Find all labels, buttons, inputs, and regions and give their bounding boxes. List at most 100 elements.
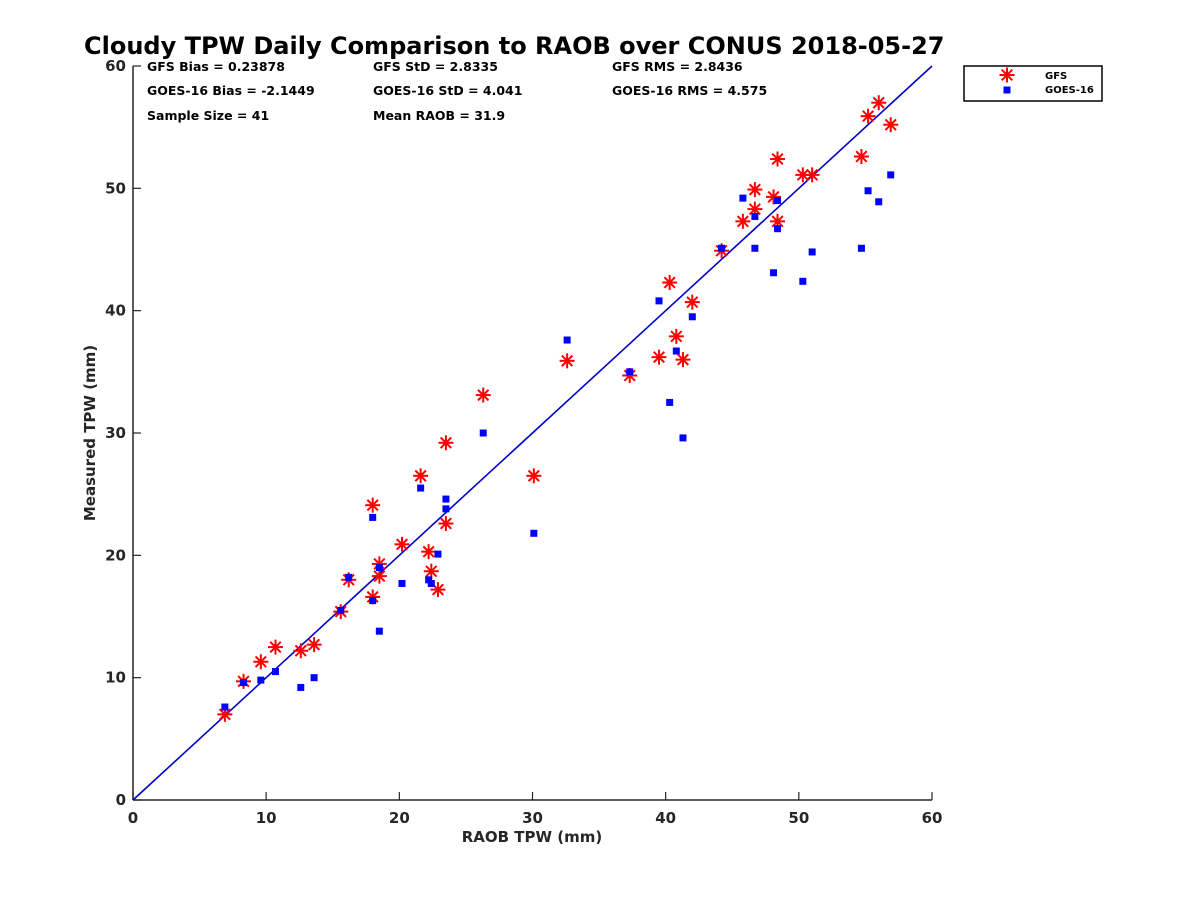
asterisk-stroke bbox=[294, 644, 307, 657]
asterisk-stroke bbox=[527, 469, 540, 482]
one-to-one-line bbox=[132, 65, 933, 801]
asterisk-stroke bbox=[767, 190, 780, 203]
x-tick-label: 20 bbox=[389, 809, 410, 827]
asterisk-stroke bbox=[395, 538, 409, 551]
asterisk-stroke bbox=[748, 183, 761, 196]
reference-line-layer bbox=[132, 65, 933, 801]
goes16-point bbox=[774, 225, 782, 233]
y-tick-label: 30 bbox=[105, 424, 126, 442]
gfs-point bbox=[675, 352, 691, 368]
goes16-point bbox=[751, 212, 759, 220]
goes16-point bbox=[479, 429, 487, 437]
goes16-point bbox=[442, 495, 450, 503]
gfs-point bbox=[413, 468, 429, 484]
goes16-point bbox=[887, 171, 895, 179]
gfs-point bbox=[747, 182, 763, 198]
legend-gfs-label: GFS bbox=[1045, 71, 1067, 82]
goes16-point bbox=[808, 248, 816, 256]
asterisk-stroke bbox=[439, 517, 452, 530]
gfs-point bbox=[438, 435, 454, 451]
goes16-point bbox=[337, 606, 345, 614]
goes16-point bbox=[434, 550, 442, 558]
y-tick-label: 20 bbox=[105, 546, 126, 564]
x-tick-label: 40 bbox=[655, 809, 676, 827]
legend-goes16-label: GOES-16 bbox=[1045, 85, 1094, 96]
asterisk-stroke bbox=[736, 215, 749, 228]
asterisk-stroke bbox=[884, 118, 897, 131]
y-tick-label: 10 bbox=[105, 669, 126, 687]
goes16-point bbox=[799, 277, 807, 285]
gfs-point bbox=[394, 536, 410, 552]
goes16-point bbox=[369, 513, 377, 521]
goes16-point bbox=[563, 336, 571, 344]
asterisk-stroke bbox=[855, 150, 868, 163]
legend: GFS GOES-16 bbox=[963, 65, 1103, 102]
gfs-point bbox=[371, 556, 387, 572]
goes16-point bbox=[369, 597, 377, 605]
mean-raob-stat: Mean RAOB = 31.9 bbox=[373, 108, 505, 123]
goes16-point bbox=[375, 564, 383, 572]
gfs-point bbox=[804, 167, 820, 183]
goes-std-stat: GOES-16 StD = 4.041 bbox=[373, 83, 522, 98]
asterisk-stroke bbox=[254, 655, 267, 668]
goes16-point bbox=[530, 529, 538, 537]
gfs-point bbox=[267, 639, 283, 655]
asterisk-stroke bbox=[748, 203, 761, 216]
y-tick-label: 0 bbox=[116, 791, 126, 809]
axes: 0 10 20 30 40 50 60 0 10 20 30 40 50 60 bbox=[105, 57, 942, 827]
goes16-point bbox=[857, 244, 865, 252]
asterisk-stroke bbox=[872, 96, 885, 109]
x-tick-label: 10 bbox=[256, 809, 277, 827]
asterisk-stroke bbox=[373, 557, 386, 570]
goes16-point bbox=[864, 187, 872, 195]
gfs-point bbox=[622, 368, 638, 384]
asterisk-stroke bbox=[414, 469, 427, 482]
x-tick-label: 30 bbox=[522, 809, 543, 827]
chart-title: Cloudy TPW Daily Comparison to RAOB over… bbox=[84, 32, 944, 60]
goes-bias-stat: GOES-16 Bias = -2.1449 bbox=[147, 83, 315, 98]
gfs-point bbox=[651, 349, 667, 365]
asterisk-stroke bbox=[652, 351, 666, 364]
asterisk-stroke bbox=[425, 565, 438, 578]
asterisk-stroke bbox=[218, 708, 231, 721]
goes16-point bbox=[345, 573, 353, 581]
gfs-point bbox=[293, 643, 309, 659]
gfs-point bbox=[795, 167, 811, 183]
series-goes16 bbox=[221, 171, 895, 711]
asterisk-stroke bbox=[561, 354, 574, 367]
asterisk-stroke bbox=[269, 641, 282, 654]
legend-gfs-asterisk bbox=[999, 67, 1015, 83]
goes16-point bbox=[398, 579, 406, 587]
gfs-point bbox=[853, 149, 869, 165]
goes16-point bbox=[875, 198, 883, 206]
asterisk-stroke bbox=[366, 590, 379, 603]
goes16-point bbox=[271, 668, 279, 676]
goes16-point bbox=[679, 434, 687, 442]
legend-box bbox=[963, 65, 1103, 102]
asterisk-stroke bbox=[439, 436, 452, 449]
goes16-point bbox=[655, 297, 663, 305]
gfs-point bbox=[883, 117, 899, 133]
asterisk-stroke bbox=[670, 330, 683, 343]
asterisk-stroke bbox=[308, 638, 321, 651]
gfs-point bbox=[871, 95, 887, 111]
goes16-point bbox=[688, 313, 696, 321]
gfs-point bbox=[559, 353, 575, 369]
asterisk-stroke bbox=[796, 168, 809, 181]
asterisk-stroke bbox=[806, 168, 819, 181]
asterisk-stroke bbox=[422, 545, 435, 558]
gfs-point bbox=[421, 544, 437, 560]
gfs-point bbox=[423, 563, 439, 579]
goes16-point bbox=[739, 194, 747, 202]
asterisk-stroke bbox=[663, 276, 676, 289]
goes16-point bbox=[240, 679, 248, 687]
series-gfs bbox=[217, 95, 899, 722]
legend-gfs-marker bbox=[999, 67, 1015, 83]
goes16-point bbox=[257, 676, 265, 684]
x-axis-label: RAOB TPW (mm) bbox=[462, 828, 603, 846]
gfs-bias-stat: GFS Bias = 0.23878 bbox=[147, 59, 285, 74]
goes16-point bbox=[425, 576, 433, 584]
gfs-point bbox=[766, 189, 782, 205]
gfs-std-stat: GFS StD = 2.8335 bbox=[373, 59, 498, 74]
